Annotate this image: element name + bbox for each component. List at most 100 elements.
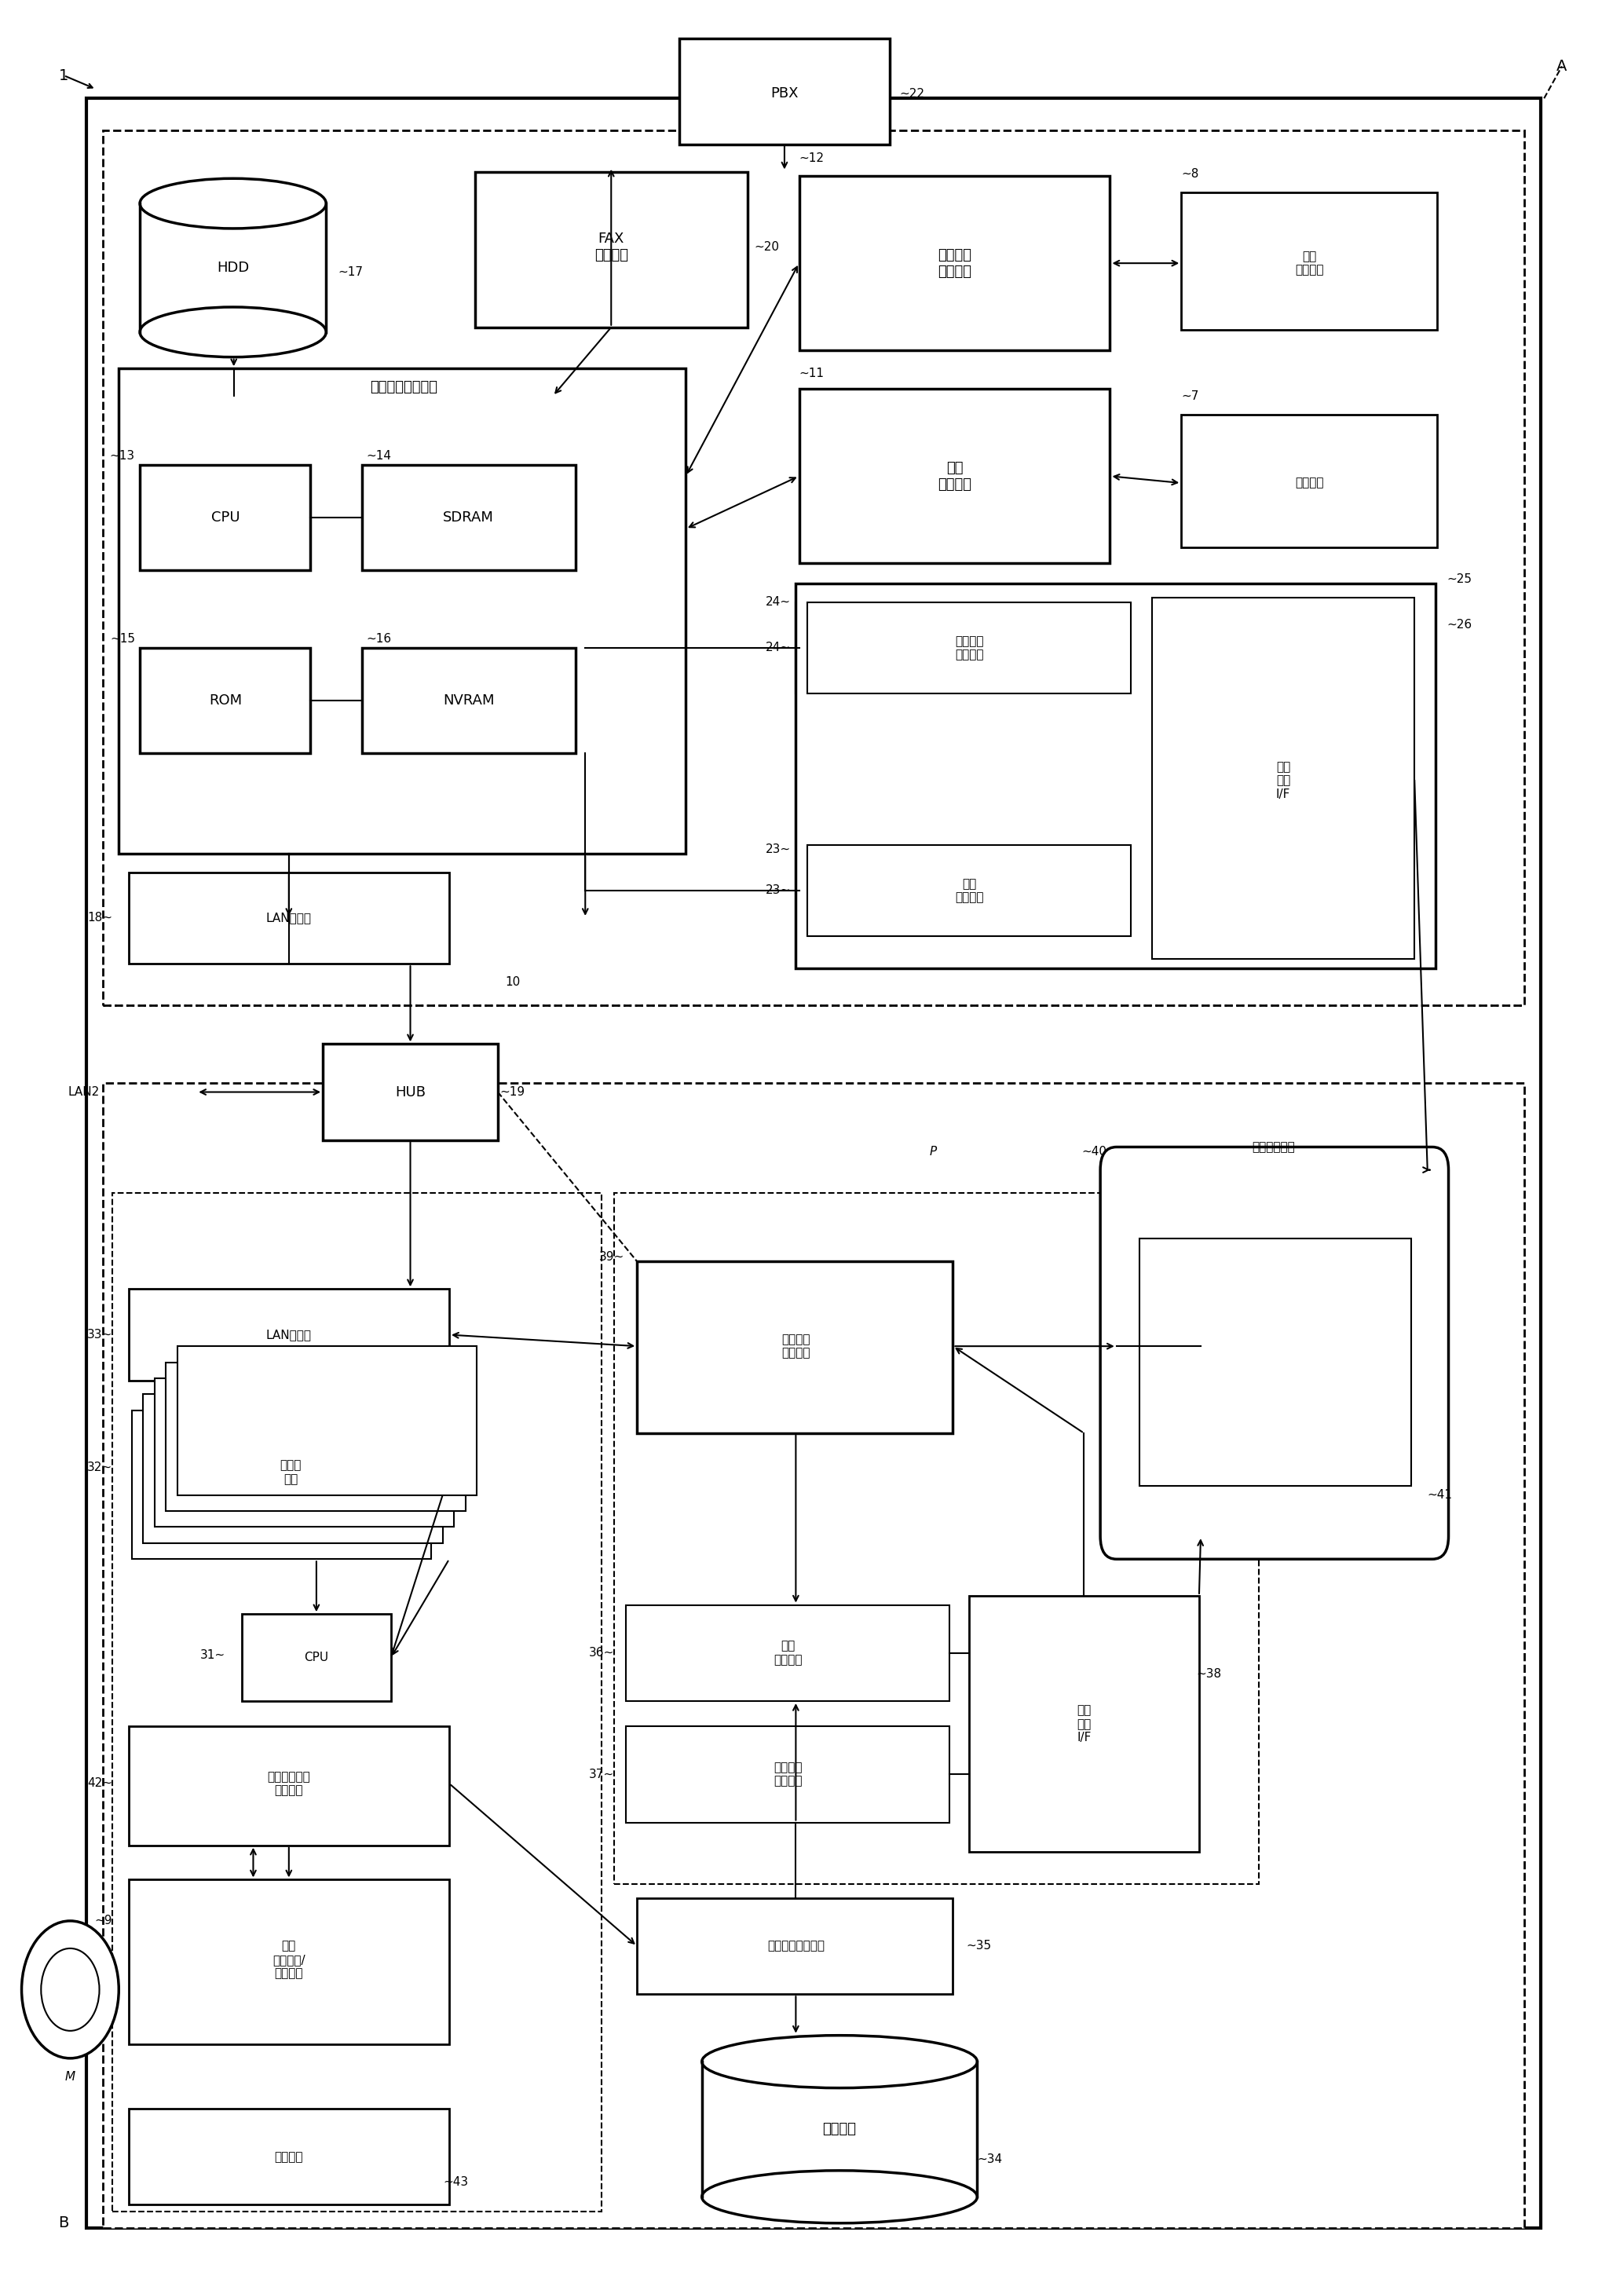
Bar xyxy=(128,872,450,963)
Text: 输入输出装置
控制单元: 输入输出装置 控制单元 xyxy=(268,1771,310,1796)
Bar xyxy=(807,844,1130,936)
Text: ~25: ~25 xyxy=(1447,574,1471,585)
Text: ~7: ~7 xyxy=(1181,390,1199,401)
Text: 存储器
单元: 存储器 单元 xyxy=(279,1459,300,1484)
Bar xyxy=(119,369,685,853)
Text: 18~: 18~ xyxy=(88,913,112,924)
Bar xyxy=(128,2108,450,2205)
Text: 23~: 23~ xyxy=(767,844,791,856)
Bar xyxy=(112,1193,601,2211)
Text: ~13: ~13 xyxy=(110,450,135,461)
Text: 显示
控制单元: 显示 控制单元 xyxy=(773,1640,802,1665)
Bar xyxy=(177,1347,477,1496)
Text: P: P xyxy=(931,1145,937,1158)
Text: 24~: 24~ xyxy=(767,596,791,608)
Text: LAN2: LAN2 xyxy=(68,1085,99,1099)
Bar xyxy=(128,1727,450,1844)
Bar xyxy=(1181,415,1437,546)
Bar xyxy=(679,39,890,145)
Text: 39~: 39~ xyxy=(599,1250,624,1262)
Bar xyxy=(86,99,1541,2227)
Text: ~14: ~14 xyxy=(367,450,391,461)
Text: M: M xyxy=(65,2071,75,2083)
Bar xyxy=(362,466,575,569)
Text: 打印
控制单元: 打印 控制单元 xyxy=(937,461,971,491)
Text: 打印装置: 打印装置 xyxy=(1294,477,1324,489)
Bar xyxy=(796,583,1436,968)
Text: 36~: 36~ xyxy=(590,1647,614,1659)
Bar xyxy=(102,131,1525,1005)
Text: ROM: ROM xyxy=(209,693,242,707)
Bar xyxy=(323,1044,499,1140)
Text: ~35: ~35 xyxy=(966,1941,991,1952)
Bar xyxy=(1181,193,1437,330)
Bar xyxy=(614,1193,1259,1883)
Text: ~43: ~43 xyxy=(443,2177,468,2188)
Text: ~17: ~17 xyxy=(338,266,364,278)
Ellipse shape xyxy=(702,2035,978,2088)
Text: ~38: ~38 xyxy=(1197,1668,1221,1679)
Text: ~9: ~9 xyxy=(94,1915,112,1927)
Bar xyxy=(799,390,1111,562)
Text: ~11: ~11 xyxy=(799,367,823,379)
Text: 图像扫描
控制单元: 图像扫描 控制单元 xyxy=(937,248,971,278)
Text: SDRAM: SDRAM xyxy=(443,509,494,525)
Text: 各种接口: 各种接口 xyxy=(274,2152,304,2163)
Text: CPU: CPU xyxy=(211,509,240,525)
Text: ~15: ~15 xyxy=(110,633,135,645)
Bar xyxy=(102,1083,1525,2227)
Ellipse shape xyxy=(140,307,326,358)
Text: 操作输入装置: 操作输入装置 xyxy=(1252,1140,1294,1154)
Bar xyxy=(1138,1239,1411,1487)
Bar xyxy=(637,1897,953,1993)
Bar xyxy=(128,1289,450,1381)
Text: CPU: CPU xyxy=(304,1652,328,1663)
Text: ~22: ~22 xyxy=(900,87,926,99)
Bar xyxy=(625,1606,950,1702)
Text: 23~: 23~ xyxy=(767,885,791,897)
Text: A: A xyxy=(1557,60,1567,73)
Text: 1: 1 xyxy=(58,69,68,83)
Bar xyxy=(140,647,310,752)
Bar xyxy=(166,1363,466,1512)
Text: 31~: 31~ xyxy=(200,1649,226,1661)
Bar xyxy=(970,1597,1199,1851)
Text: 图像
扫描装置: 图像 扫描装置 xyxy=(1294,250,1324,275)
Bar xyxy=(362,647,575,752)
Text: 32~: 32~ xyxy=(88,1461,112,1473)
Circle shape xyxy=(21,1920,119,2058)
Text: ~12: ~12 xyxy=(799,151,823,163)
Text: NVRAM: NVRAM xyxy=(443,693,494,707)
Text: FAX
控制单元: FAX 控制单元 xyxy=(594,232,628,262)
Bar xyxy=(637,1262,953,1434)
Text: 控制
面板
I/F: 控制 面板 I/F xyxy=(1077,1704,1091,1743)
Circle shape xyxy=(41,1948,99,2030)
Text: LAN控制部: LAN控制部 xyxy=(266,913,312,924)
Text: ~20: ~20 xyxy=(754,241,780,252)
Text: B: B xyxy=(58,2216,68,2230)
Bar xyxy=(1151,596,1415,959)
Text: 37~: 37~ xyxy=(590,1769,614,1780)
Text: 外部
介质输入/
输出装置: 外部 介质输入/ 输出装置 xyxy=(273,1941,305,1980)
Text: 存储装置: 存储装置 xyxy=(823,2122,856,2136)
Text: ~26: ~26 xyxy=(1447,619,1471,631)
Bar xyxy=(143,1395,443,1544)
Text: 操作输入
控制单元: 操作输入 控制单元 xyxy=(955,635,984,661)
Bar xyxy=(132,1411,432,1560)
Text: 33~: 33~ xyxy=(88,1328,112,1340)
Text: 10: 10 xyxy=(505,977,520,989)
Bar xyxy=(625,1727,950,1821)
Text: 控制
面板
I/F: 控制 面板 I/F xyxy=(1276,762,1291,801)
Text: ~34: ~34 xyxy=(978,2154,1002,2166)
Text: 42~: 42~ xyxy=(88,1778,112,1789)
Bar xyxy=(154,1379,455,1528)
Text: ~19: ~19 xyxy=(500,1085,525,1099)
Text: ~16: ~16 xyxy=(367,633,391,645)
Text: LAN控制部: LAN控制部 xyxy=(266,1328,312,1340)
Bar xyxy=(799,177,1111,351)
Ellipse shape xyxy=(702,2170,978,2223)
Text: HUB: HUB xyxy=(395,1085,425,1099)
Text: 操作输入
控制单元: 操作输入 控制单元 xyxy=(773,1762,802,1787)
Text: ~40: ~40 xyxy=(1082,1145,1108,1158)
Text: ~41: ~41 xyxy=(1427,1489,1452,1500)
